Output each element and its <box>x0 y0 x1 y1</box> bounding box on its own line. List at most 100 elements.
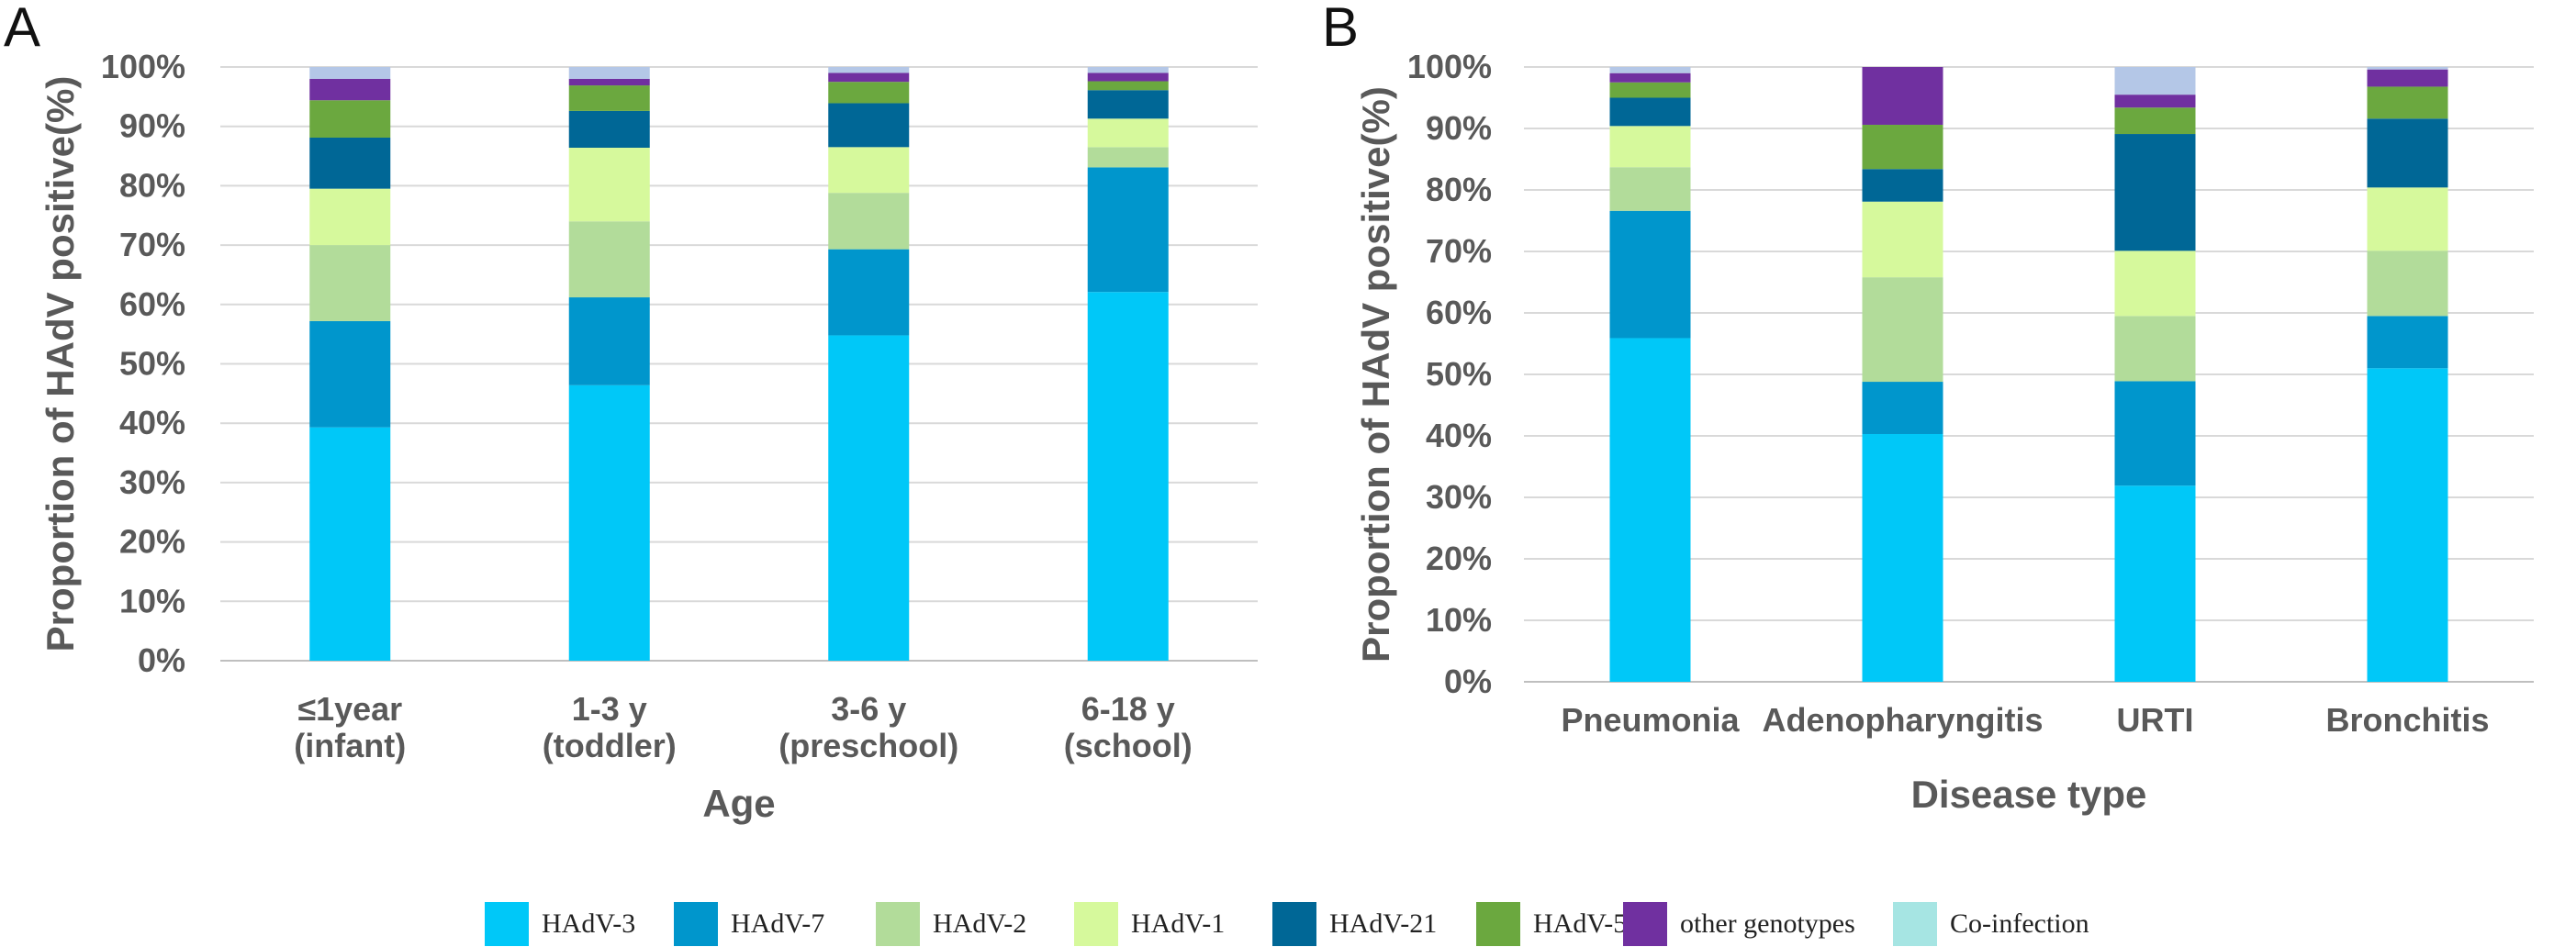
legend-swatch-hadv-21 <box>1272 902 1316 946</box>
y-tick-label: 10% <box>119 582 185 619</box>
legend-swatch-hadv-3 <box>485 902 529 946</box>
bar-segment-hadv-2 <box>1087 147 1169 168</box>
x-category-sublabel: (school) <box>1064 727 1193 764</box>
y-tick-label: 0% <box>1444 663 1492 700</box>
bar-segment-hadv-1 <box>309 188 391 246</box>
bar-segment-hadv-21 <box>309 137 391 189</box>
bar-segment-hadv-7 <box>828 249 910 336</box>
legend-label: HAdV-2 <box>933 908 1026 939</box>
legend-label: other genotypes <box>1680 908 1855 939</box>
bar-segment-hadv-21 <box>1087 90 1169 119</box>
legend: HAdV-3 HAdV-7 HAdV-2 HAdV-1 HAdV-21 HAdV-5 oth… <box>485 902 2089 946</box>
x-category-label: Bronchitis <box>2325 701 2489 739</box>
bar-segment-hadv-3 <box>1609 338 1691 682</box>
x-category-sublabel: (preschool) <box>778 727 958 764</box>
legend-swatch-hadv-7 <box>674 902 718 946</box>
legend-swatch-hadv-5 <box>1476 902 1520 946</box>
legend-swatch-other-genotypes <box>1623 902 1667 946</box>
bar-segment-hadv-7 <box>1609 210 1691 339</box>
panel-letter: A <box>4 0 40 58</box>
legend-label: HAdV-21 <box>1329 908 1437 939</box>
y-tick-label: 10% <box>1426 601 1492 639</box>
legend-swatch-hadv-2 <box>876 902 920 946</box>
bar-segment-hadv-5 <box>568 85 650 111</box>
bar-segment-hadv-1 <box>1087 118 1169 148</box>
y-tick-label: 50% <box>1426 355 1492 393</box>
bar-segment-hadv-3 <box>309 427 391 661</box>
bar-segment-hadv-1 <box>2114 251 2196 317</box>
legend-label: HAdV-7 <box>731 908 824 939</box>
y-tick-label: 70% <box>119 226 185 263</box>
bar-segment-hadv-3 <box>2114 485 2196 682</box>
bar-segment-hadv-5 <box>1862 124 1943 170</box>
bar-segment-hadv-21 <box>1609 97 1691 127</box>
x-category-label: 6-18 y <box>1081 690 1175 728</box>
bar-segment-other-genotypes <box>1087 72 1169 82</box>
bar-segment-hadv-5 <box>2114 107 2196 135</box>
y-tick-label: 40% <box>1426 417 1492 454</box>
bar-segment-hadv-21 <box>1862 169 1943 202</box>
x-axis-title: Disease type <box>1911 773 2147 816</box>
x-category-label: 1-3 y <box>572 690 647 728</box>
bar-segment-hadv-2 <box>1609 167 1691 211</box>
bar-segment-hadv-2 <box>2367 251 2448 317</box>
y-tick-label: 90% <box>1426 109 1492 147</box>
bar-segment-hadv-1 <box>828 147 910 194</box>
bar-segment-hadv-7 <box>568 297 650 385</box>
y-tick-label: 0% <box>138 641 185 679</box>
y-tick-label: 50% <box>119 345 185 383</box>
bar-segment-hadv-2 <box>309 245 391 321</box>
y-tick-label: 40% <box>119 404 185 441</box>
bar-segment-hadv-21 <box>2114 134 2196 251</box>
bar-segment-hadv-1 <box>2367 187 2448 251</box>
panel-letter: B <box>1322 0 1359 58</box>
y-axis-title: Proportion of HAdV positive(%) <box>39 76 82 652</box>
bar-segment-co-infection <box>2114 67 2196 95</box>
y-tick-label: 20% <box>1426 540 1492 577</box>
bar-segment-co-infection <box>828 67 910 73</box>
bar-segment-co-infection <box>568 67 650 79</box>
y-tick-label: 70% <box>1426 232 1492 270</box>
bar-segment-hadv-5 <box>1609 82 1691 98</box>
bar-segment-hadv-3 <box>1862 433 1943 682</box>
bar-segment-hadv-5 <box>309 100 391 138</box>
bar-segment-hadv-21 <box>828 103 910 148</box>
legend-swatch-co-infection <box>1893 902 1937 946</box>
y-tick-label: 30% <box>119 463 185 501</box>
x-category-label: ≤1year <box>297 690 402 728</box>
bar-segment-hadv-2 <box>828 193 910 250</box>
bar-segment-co-infection <box>1087 67 1169 73</box>
bar-segment-hadv-5 <box>2367 86 2448 119</box>
legend-label: HAdV-3 <box>542 908 635 939</box>
y-tick-label: 60% <box>119 285 185 323</box>
bar-segment-hadv-2 <box>2114 316 2196 382</box>
x-axis-title: Age <box>702 782 775 825</box>
legend-label: HAdV-5 <box>1533 908 1627 939</box>
bar-segment-other-genotypes <box>1862 67 1943 125</box>
bar-segment-hadv-7 <box>309 320 391 428</box>
y-tick-label: 30% <box>1426 478 1492 516</box>
bar-segment-hadv-7 <box>1862 382 1943 434</box>
bar-segment-hadv-3 <box>568 384 650 661</box>
bar-segment-co-infection <box>309 67 391 79</box>
bar-segment-hadv-7 <box>1087 167 1169 293</box>
bar-segment-hadv-7 <box>2367 316 2448 369</box>
y-tick-label: 90% <box>119 107 185 145</box>
x-category-sublabel: (infant) <box>294 727 406 764</box>
bar-segment-hadv-2 <box>1862 277 1943 383</box>
bar-segment-other-genotypes <box>828 72 910 83</box>
bar-segment-hadv-3 <box>828 335 910 661</box>
bar-segment-hadv-21 <box>568 110 650 148</box>
bar-segment-hadv-5 <box>1087 81 1169 91</box>
bar-segment-hadv-2 <box>568 221 650 298</box>
bar-segment-other-genotypes <box>1609 72 1691 83</box>
x-category-label: Pneumonia <box>1561 701 1740 739</box>
bar-segment-other-genotypes <box>568 78 650 86</box>
bar-segment-hadv-1 <box>1609 126 1691 168</box>
bar-segment-hadv-7 <box>2114 381 2196 486</box>
bar-segment-hadv-5 <box>828 82 910 104</box>
bar-segment-hadv-3 <box>2367 368 2448 682</box>
y-tick-label: 100% <box>101 48 185 85</box>
legend-label: HAdV-1 <box>1131 908 1225 939</box>
